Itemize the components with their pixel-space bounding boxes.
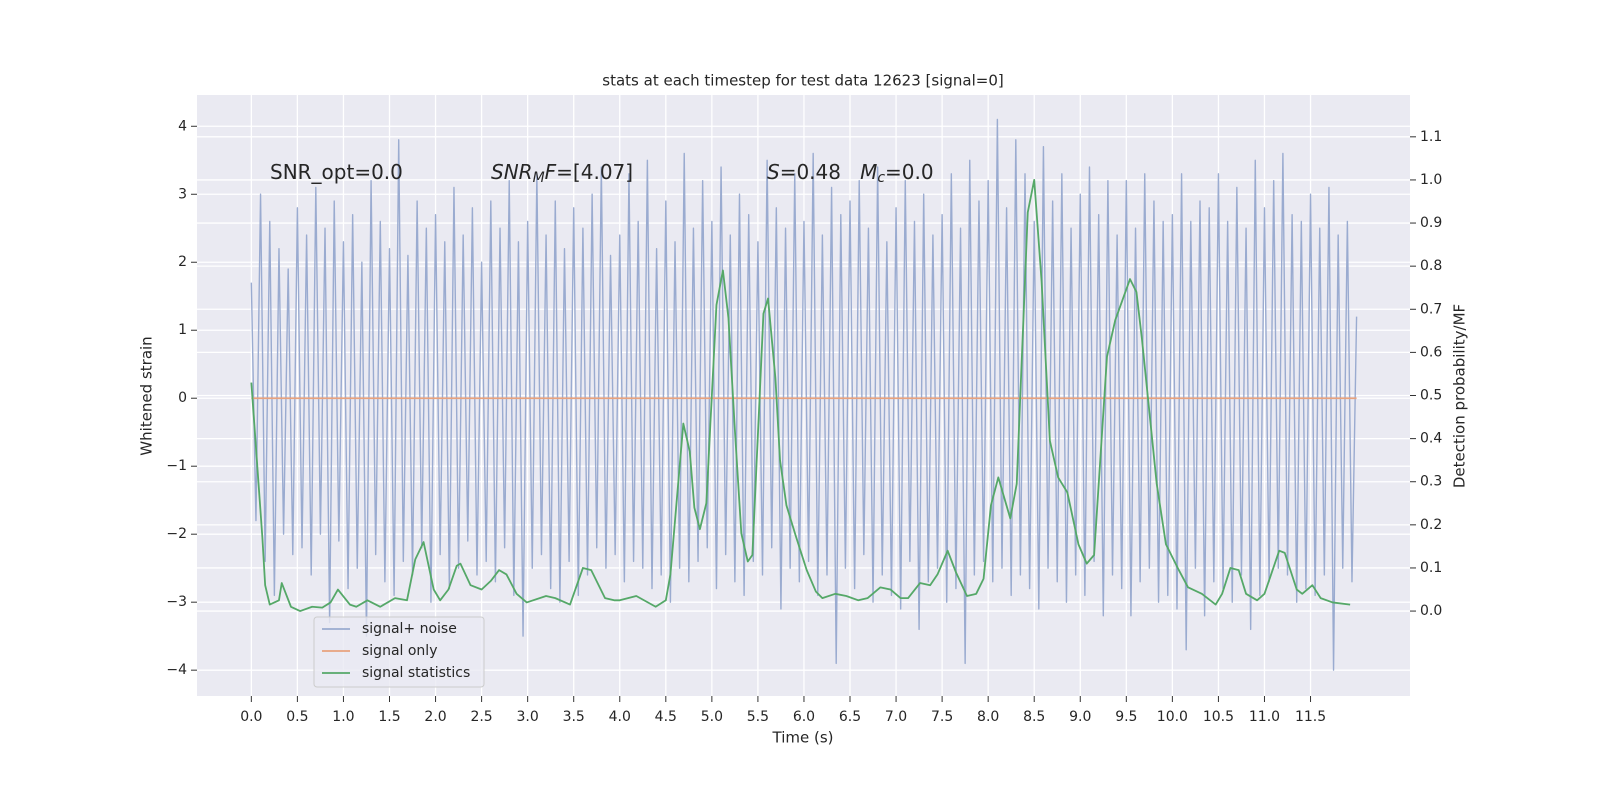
annotation-part: SNR	[491, 160, 533, 184]
x-tick-label: 7.5	[931, 709, 953, 725]
legend-box	[313, 616, 485, 688]
axes: 0.0 0.5 1.0 1.5 2.0 2.5 3.0 3.5 4.0 4.5 5.0 5.5 6.0 6…	[166, 118, 1442, 725]
y2-tick-label: 0.3	[1420, 474, 1442, 490]
annotation-part: M	[860, 160, 877, 184]
y2-tick-label: 0.6	[1420, 344, 1442, 360]
y2-tick-label: 0.0	[1420, 603, 1442, 619]
x-tick-label: 1.5	[378, 709, 400, 725]
legend-label: signal only	[362, 643, 437, 659]
annotation-part: c	[877, 170, 885, 186]
x-tick-label: 4.0	[609, 709, 631, 725]
x-tick-label: 11.5	[1295, 709, 1326, 725]
x-tick-label: 4.5	[655, 709, 677, 725]
series-line	[250, 118, 1358, 671]
x-tick-label: 6.0	[793, 709, 815, 725]
y2-tick-label: 0.9	[1420, 215, 1442, 231]
chart-title: stats at each timestep for test data 126…	[602, 72, 1003, 90]
y2-tick-label: 0.4	[1420, 431, 1442, 447]
x-tick-label: 9.5	[1115, 709, 1137, 725]
x-tick-label: 9.0	[1069, 709, 1091, 725]
x-tick-label: 2.5	[470, 709, 492, 725]
y-tick-label: −2	[166, 526, 187, 542]
y2-axis-label: Detection probability/MF	[1451, 304, 1469, 488]
x-tick-label: 2.0	[424, 709, 446, 725]
y-axis-label: Whitened strain	[138, 336, 156, 455]
y2-tick-label: 0.7	[1420, 301, 1442, 317]
annotation-part: SNR_opt=0.0	[270, 160, 403, 184]
x-tick-label: 10.0	[1157, 709, 1188, 725]
y-tick-label: −1	[166, 458, 187, 474]
x-tick-label: 6.5	[839, 709, 861, 725]
y2-tick-label: 1.1	[1420, 129, 1442, 145]
x-tick-label: 3.5	[563, 709, 585, 725]
y-tick-label: 0	[178, 390, 187, 406]
annotation: SNR_opt=0.0	[270, 160, 403, 184]
x-tick-label: 5.0	[701, 709, 723, 725]
y-tick-label: 4	[178, 118, 187, 134]
series-line	[250, 179, 1351, 612]
x-tick-label: 8.0	[977, 709, 999, 725]
lines	[250, 118, 1358, 671]
x-tick-label: 7.0	[885, 709, 907, 725]
annotation-part: M	[533, 170, 545, 186]
x-tick-label: 5.5	[747, 709, 769, 725]
y2-tick-label: 0.1	[1420, 560, 1442, 576]
annotation: SNRMF=[4.07]	[491, 160, 633, 187]
legend-label: signal statistics	[362, 665, 470, 681]
x-axis-label: Time (s)	[772, 729, 834, 747]
x-tick-label: 11.0	[1249, 709, 1280, 725]
annotations: SNR_opt=0.0 SNRMF=[4.07] S=0.48 Mc=0.0	[270, 160, 934, 187]
annotation-part: =0.0	[885, 160, 934, 184]
y-tick-label: 3	[178, 186, 187, 202]
annotation-part: S	[767, 160, 780, 184]
y-tick-label: −3	[166, 594, 187, 610]
annotation-part: =0.48	[780, 160, 860, 184]
annotation: S=0.48 Mc=0.0	[767, 160, 934, 187]
legend: signal+ noise signal only signal statistic…	[313, 616, 485, 688]
x-tick-label: 0.0	[240, 709, 262, 725]
x-tick-label: 8.5	[1023, 709, 1045, 725]
y2-tick-label: 0.8	[1420, 258, 1442, 274]
annotation-part: =[4.07]	[556, 160, 633, 184]
legend-label: signal+ noise	[362, 621, 457, 637]
x-tick-label: 3.0	[517, 709, 539, 725]
y2-tick-label: 1.0	[1420, 172, 1442, 188]
y-tick-label: −4	[166, 662, 187, 678]
annotation-part: F	[545, 160, 557, 184]
x-tick-label: 0.5	[286, 709, 308, 725]
y-tick-label: 2	[178, 254, 187, 270]
y2-tick-label: 0.2	[1420, 517, 1442, 533]
y-tick-label: 1	[178, 322, 187, 338]
grid	[197, 95, 1410, 696]
x-tick-label: 10.5	[1203, 709, 1234, 725]
x-tick-label: 1.0	[332, 709, 354, 725]
y2-tick-label: 0.5	[1420, 388, 1442, 404]
